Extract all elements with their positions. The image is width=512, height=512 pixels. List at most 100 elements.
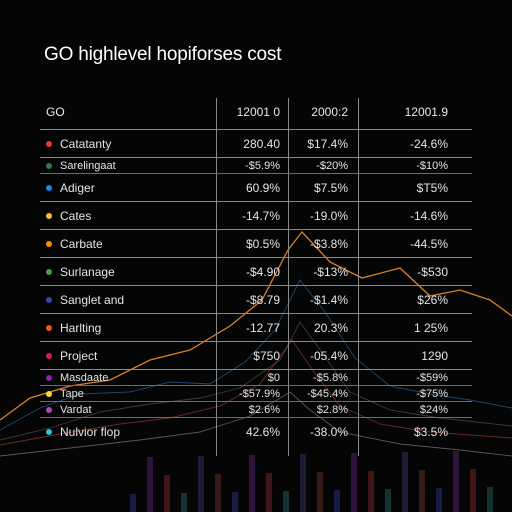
row-label-cell: Surlanage	[46, 258, 216, 285]
value-cell: 1 25%	[413, 320, 448, 335]
value-cell: $2.6%	[248, 403, 280, 416]
row-label: Project	[60, 348, 98, 363]
background-bar	[147, 457, 153, 512]
legend-dot-icon	[46, 162, 52, 169]
background-bar	[232, 492, 238, 512]
value-cell: $750	[253, 348, 280, 363]
value-cell: -44.5%	[409, 236, 448, 251]
background-bar	[130, 494, 136, 512]
column-divider	[288, 98, 289, 456]
legend-dot-icon	[46, 324, 52, 331]
background-bar	[470, 469, 476, 512]
value-cell: 20.3%	[313, 320, 348, 335]
row-label-cell: Nulvior flop	[46, 418, 216, 445]
value-cell: -$4.90	[245, 264, 280, 279]
legend-dot-icon	[46, 240, 52, 247]
header-cell: 12001 0	[236, 105, 280, 119]
legend-dot-icon	[46, 268, 52, 275]
row-label-cell: Sarelingaat	[46, 158, 216, 173]
value-cell: 42.6%	[245, 424, 280, 439]
table-row: Project $750 -05.4% 1290	[40, 342, 472, 370]
value-cell: $2.8%	[316, 403, 348, 416]
value-cell: -24.6%	[409, 136, 448, 151]
value-cell: -$530	[417, 264, 448, 279]
table-row: Cates -14.7% -19.0% -14.6%	[40, 202, 472, 230]
value-cell: 1290	[421, 348, 448, 363]
table-header-row: GO 12001 0 2000:2 12001.9	[40, 95, 472, 130]
value-cell: -12.77	[245, 320, 280, 335]
value-cell: $24%	[419, 403, 448, 416]
background-bar	[453, 451, 459, 512]
value-cell: $3.5%	[413, 424, 448, 439]
background-bar	[317, 472, 323, 512]
legend-dot-icon	[46, 140, 52, 147]
row-label: Surlanage	[60, 264, 115, 279]
value-cell: -38.0%	[309, 424, 348, 439]
row-label-cell: Vardat	[46, 402, 216, 417]
table-row: Nulvior flop 42.6% -38.0% $3.5%	[40, 418, 472, 445]
table-row: Sanglet and -$8.79 -$1.4% $26%	[40, 286, 472, 314]
row-label-cell: Sanglet and	[46, 286, 216, 313]
background-bar	[402, 452, 408, 512]
background-bar	[198, 456, 204, 512]
legend-dot-icon	[46, 390, 52, 397]
value-cell: 280.40	[243, 136, 280, 151]
background-bar	[436, 488, 442, 512]
header-cell: 2000:2	[311, 105, 348, 119]
row-label: Harlting	[60, 320, 102, 335]
table-row: Harlting -12.77 20.3% 1 25%	[40, 314, 472, 342]
legend-dot-icon	[46, 374, 52, 381]
value-cell: -05.4%	[309, 348, 348, 363]
legend-dot-icon	[46, 352, 52, 359]
value-cell: -14.6%	[409, 208, 448, 223]
value-cell: -$3.8%	[309, 236, 348, 251]
background-bar	[283, 491, 289, 512]
table-row: Catatanty 280.40 $17.4% -24.6%	[40, 130, 472, 158]
data-table: GO 12001 0 2000:2 12001.9 Catatanty 280.4…	[40, 95, 472, 445]
row-label: Nulvior flop	[60, 424, 121, 439]
value-cell: -$5.8%	[313, 371, 348, 384]
row-label: Cates	[60, 208, 92, 223]
value-cell: $17.4%	[307, 136, 348, 151]
background-series-line	[0, 391, 512, 457]
value-cell: -$45.4%	[307, 387, 348, 400]
header-cell: 12001.9	[404, 105, 448, 119]
table-row: Carbate $0.5% -$3.8% -44.5%	[40, 230, 472, 258]
row-label-cell: Carbate	[46, 230, 216, 257]
value-cell: $0.5%	[245, 236, 280, 251]
table-row: Adiger 60.9% $7.5% $T5%	[40, 174, 472, 202]
row-label-cell: Adiger	[46, 174, 216, 201]
row-label-cell: Tape	[46, 386, 216, 401]
background-bar	[351, 453, 357, 512]
table-row: Surlanage -$4.90 -$13% -$530	[40, 258, 472, 286]
row-label: Catatanty	[60, 136, 112, 151]
row-label: Carbate	[60, 236, 103, 251]
row-label-cell: Cates	[46, 202, 216, 229]
background-bar	[419, 470, 425, 512]
value-cell: -$20%	[316, 159, 348, 172]
background-bar	[368, 471, 374, 512]
value-cell: -$10%	[416, 159, 448, 172]
value-cell: $T5%	[416, 180, 448, 195]
background-bar	[487, 487, 493, 512]
background-bar	[164, 475, 170, 512]
value-cell: -$8.79	[245, 292, 280, 307]
value-cell: -19.0%	[309, 208, 348, 223]
row-label: Tape	[60, 387, 84, 400]
background-bar	[215, 474, 221, 512]
background-series-line	[0, 339, 512, 446]
value-cell: $7.5%	[313, 180, 348, 195]
table-row: Masdaate $0 -$5.8% -$59%	[40, 370, 472, 386]
background-bar	[266, 473, 272, 512]
table-row: Tape -$57.9% -$45.4% -$75%	[40, 386, 472, 402]
chart-title: GO highlevel hopiforses cost	[44, 44, 282, 65]
legend-dot-icon	[46, 296, 52, 303]
background-series-line	[0, 321, 512, 441]
column-divider	[216, 98, 217, 456]
legend-dot-icon	[46, 428, 52, 435]
legend-dot-icon	[46, 184, 52, 191]
header-cell: GO	[46, 105, 65, 119]
value-cell: $0	[267, 371, 280, 384]
row-label-cell: Catatanty	[46, 130, 216, 157]
